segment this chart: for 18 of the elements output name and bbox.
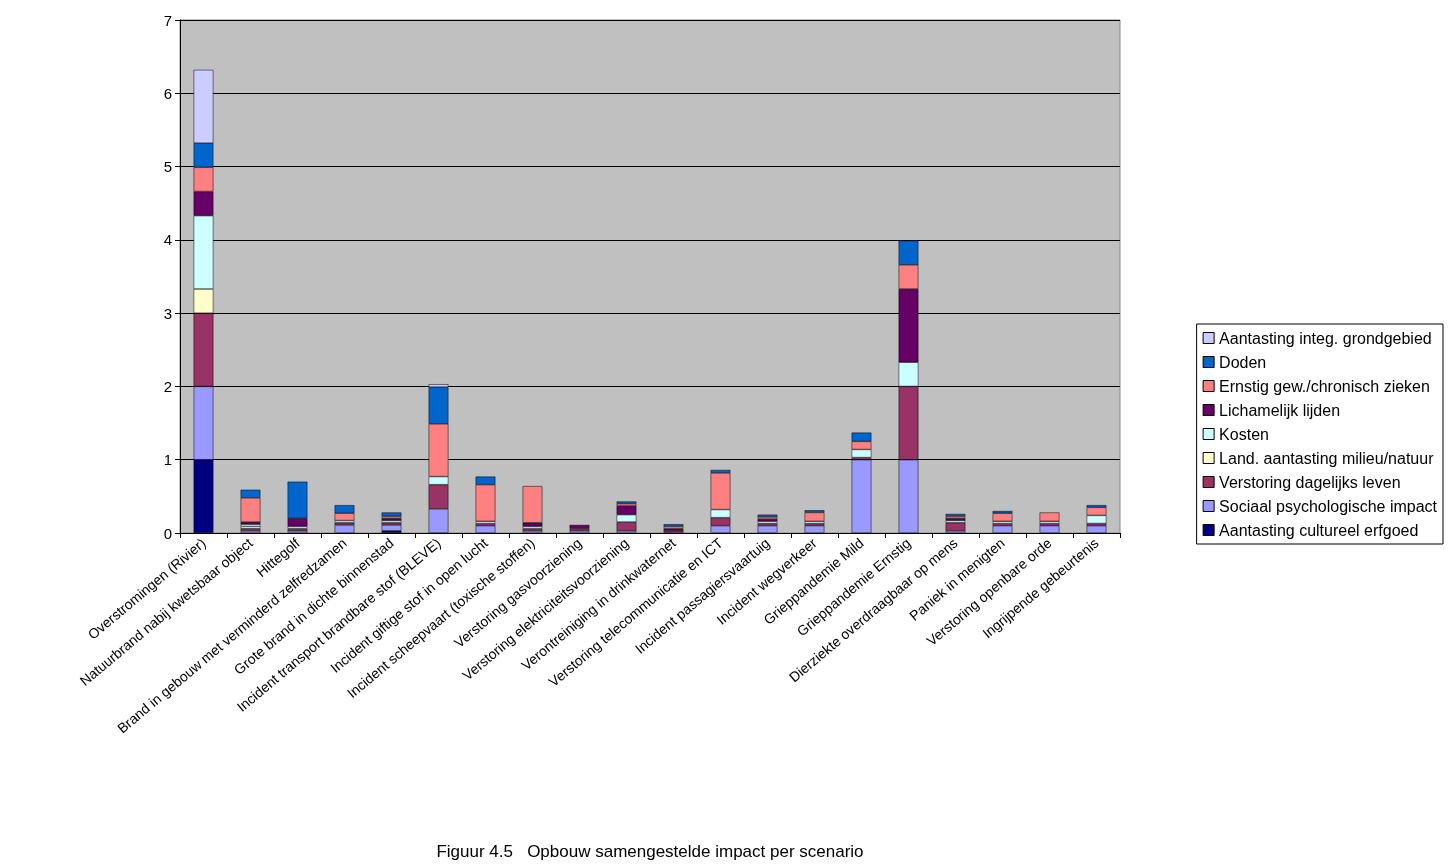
legend-label: Sociaal psychologische impact	[1219, 497, 1438, 515]
y-tick-label: 4	[163, 231, 172, 249]
legend-label: Verstoring dagelijks leven	[1219, 473, 1401, 491]
y-tick-label: 1	[163, 451, 172, 469]
y-tick-label: 3	[163, 304, 172, 322]
legend-label: Aantasting cultureel erfgoed	[1219, 521, 1419, 539]
y-tick-label: 7	[163, 11, 172, 29]
legend-label: Aantasting integ. grondgebied	[1219, 329, 1432, 347]
y-tick-label: 2	[163, 377, 172, 395]
y-tick-label: 0	[163, 524, 172, 542]
legend-label: Lichamelijk lijden	[1219, 401, 1341, 419]
y-tick-label: 5	[163, 158, 172, 176]
legend-label: Kosten	[1219, 425, 1269, 443]
y-tick-label: 6	[163, 84, 172, 102]
legend-label: Land. aantasting milieu/natuur	[1219, 449, 1435, 467]
legend-label: Ernstig gew./chronisch zieken	[1219, 377, 1430, 395]
text: Figuur 4.5 Opbouw samengestelde impact per scenario	[436, 842, 864, 861]
legend-label: Doden	[1219, 353, 1267, 371]
